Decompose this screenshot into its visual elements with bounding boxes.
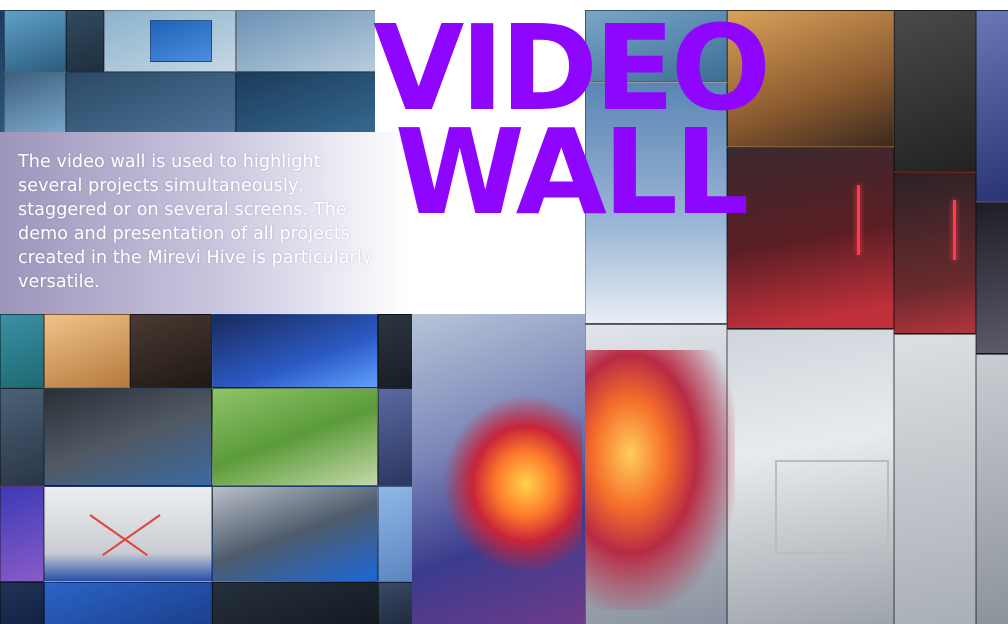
- wall-screen: [378, 582, 412, 624]
- photo-video-wall-top-left: [0, 10, 375, 132]
- wall-screen: [150, 20, 212, 62]
- wall-screen: [44, 314, 130, 388]
- frosted-text-backdrop: [0, 132, 585, 314]
- wall-screen: [66, 72, 236, 132]
- wall-screen: [0, 388, 44, 486]
- photo-video-wall-bottom-left: [0, 314, 412, 624]
- wall-screen: [4, 10, 66, 72]
- wall-screen: [585, 10, 727, 82]
- color-swirl-large: [585, 350, 735, 610]
- description-text: The video wall is used to highlight seve…: [18, 152, 373, 292]
- wall-screen: [212, 388, 378, 486]
- wall-screen: [378, 388, 412, 486]
- wall-screen: [894, 10, 976, 172]
- page-title: VIDEO WALL: [300, 0, 840, 241]
- wall-screen: [727, 147, 894, 329]
- title-line-1: VIDEO: [372, 0, 771, 137]
- wall-screen: [44, 486, 212, 582]
- wall-screen: [894, 334, 976, 624]
- white-backdrop: [375, 0, 585, 132]
- wall-screen: [236, 72, 375, 132]
- wall-screen: [4, 72, 66, 132]
- wall-screen: [130, 314, 212, 388]
- wall-screen: [976, 354, 1008, 624]
- wall-screen: [894, 172, 976, 334]
- photo-abstract-projection: [412, 314, 585, 624]
- wall-screen: [44, 582, 212, 624]
- red-light-strip: [857, 185, 860, 255]
- wall-screen: [236, 10, 375, 72]
- wall-screen: [976, 202, 1008, 354]
- wall-screen: [585, 82, 727, 324]
- wall-screen: [727, 329, 894, 624]
- wall-screen: [976, 10, 1008, 202]
- title-line-2: WALL: [394, 103, 750, 241]
- wall-screen: [0, 486, 44, 582]
- wall-screen: [212, 314, 378, 388]
- wall-screen: [0, 314, 44, 388]
- red-light-strip: [953, 200, 956, 260]
- color-swirl: [442, 394, 582, 574]
- wall-screen: [212, 582, 378, 624]
- wall-screen: [66, 10, 104, 72]
- wall-screen: [378, 314, 412, 388]
- wall-screen: [0, 582, 44, 624]
- wall-screen: [44, 388, 212, 486]
- wall-screen: [212, 486, 378, 582]
- metal-truss: [775, 460, 889, 554]
- wall-screen: [727, 10, 894, 147]
- wall-screen: [378, 486, 412, 582]
